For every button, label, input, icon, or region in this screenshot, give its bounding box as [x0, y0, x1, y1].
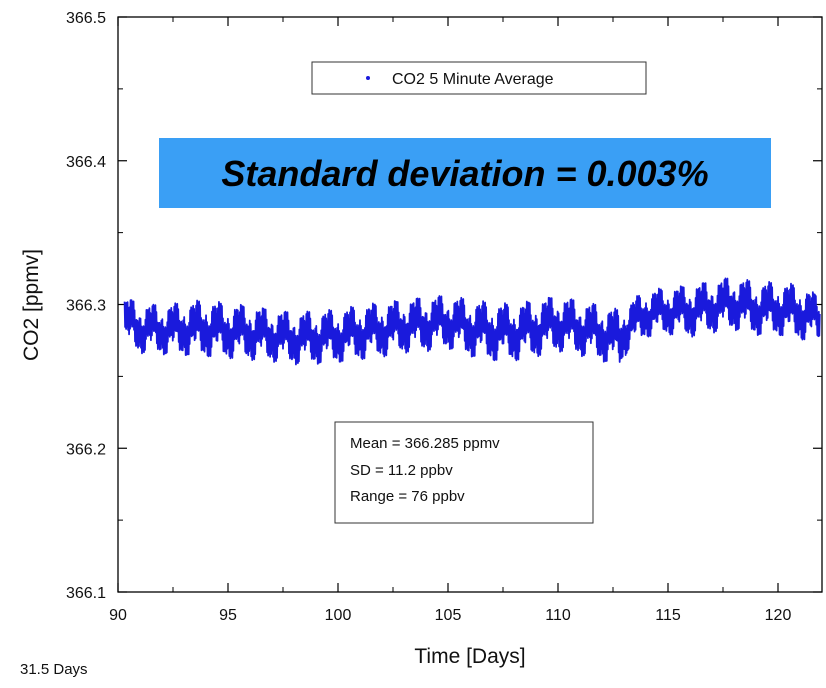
- x-tick-label: 120: [765, 607, 792, 624]
- x-ticks: 90 95 100 105 110 115 120: [109, 17, 791, 624]
- y-ticks: 366.1 366.2 366.3 366.4 366.5: [66, 10, 822, 602]
- legend-marker: [366, 76, 370, 80]
- highlight-annotation: Standard deviation = 0.003%: [159, 138, 771, 208]
- stats-sd: SD = 11.2 ppbv: [350, 462, 453, 479]
- stats-mean: Mean = 366.285 ppmv: [350, 435, 500, 452]
- x-tick-label: 105: [435, 607, 462, 624]
- y-tick-label: 366.3: [66, 298, 106, 315]
- stats-box: Mean = 366.285 ppmv SD = 11.2 ppbv Range…: [334, 421, 594, 524]
- x-tick-label: 90: [109, 607, 127, 624]
- series-layer: [123, 277, 821, 366]
- y-tick-label: 366.2: [66, 441, 106, 458]
- series-line: [123, 277, 821, 366]
- x-tick-label: 115: [655, 607, 681, 624]
- highlight-box: [159, 138, 771, 208]
- footnote: 31.5 Days: [20, 661, 88, 678]
- y-tick-label: 366.4: [66, 154, 106, 171]
- x-tick-label: 100: [325, 607, 352, 624]
- legend: CO2 5 Minute Average: [311, 61, 647, 95]
- stats-range: Range = 76 ppbv: [350, 488, 465, 505]
- x-tick-label: 95: [219, 607, 237, 624]
- y-tick-label: 366.5: [66, 10, 106, 27]
- x-tick-label: 110: [545, 607, 571, 624]
- x-axis-label: Time [Days]: [414, 645, 525, 668]
- stats-frame: [334, 421, 594, 524]
- y-axis-label: CO2 [ppmv]: [20, 249, 43, 361]
- highlight-text: Standard deviation = 0.003%: [221, 153, 708, 194]
- y-tick-label: 366.1: [66, 585, 106, 602]
- legend-label: CO2 5 Minute Average: [392, 71, 554, 88]
